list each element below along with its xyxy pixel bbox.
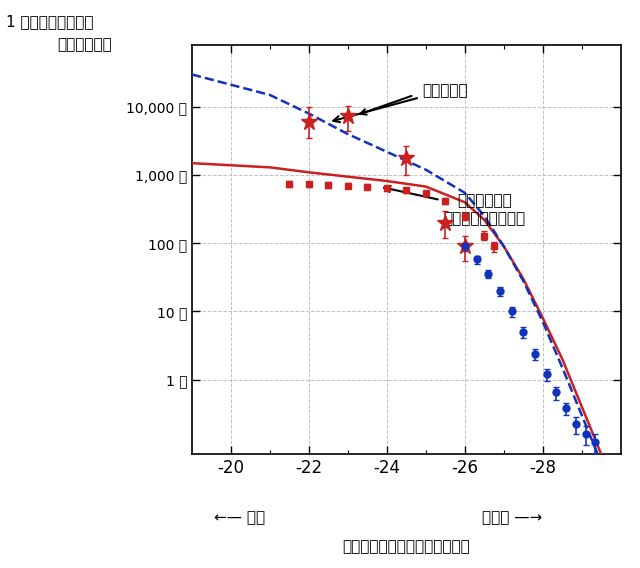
Text: 1 立方ギガパーセク: 1 立方ギガパーセク (6, 14, 94, 29)
Text: すばる望遠鏡
広域探査で得た結果: すばる望遠鏡 広域探査で得た結果 (384, 186, 525, 226)
Text: 明るい —→: 明るい —→ (482, 511, 542, 525)
Text: 紫外線での明るさ（絶対等級）: 紫外線での明るさ（絶対等級） (342, 539, 470, 554)
Text: あたりの個数: あたりの個数 (58, 37, 113, 52)
Text: 以前の結果: 以前の結果 (333, 83, 468, 122)
Text: ←— 暗い: ←— 暗い (214, 511, 266, 525)
